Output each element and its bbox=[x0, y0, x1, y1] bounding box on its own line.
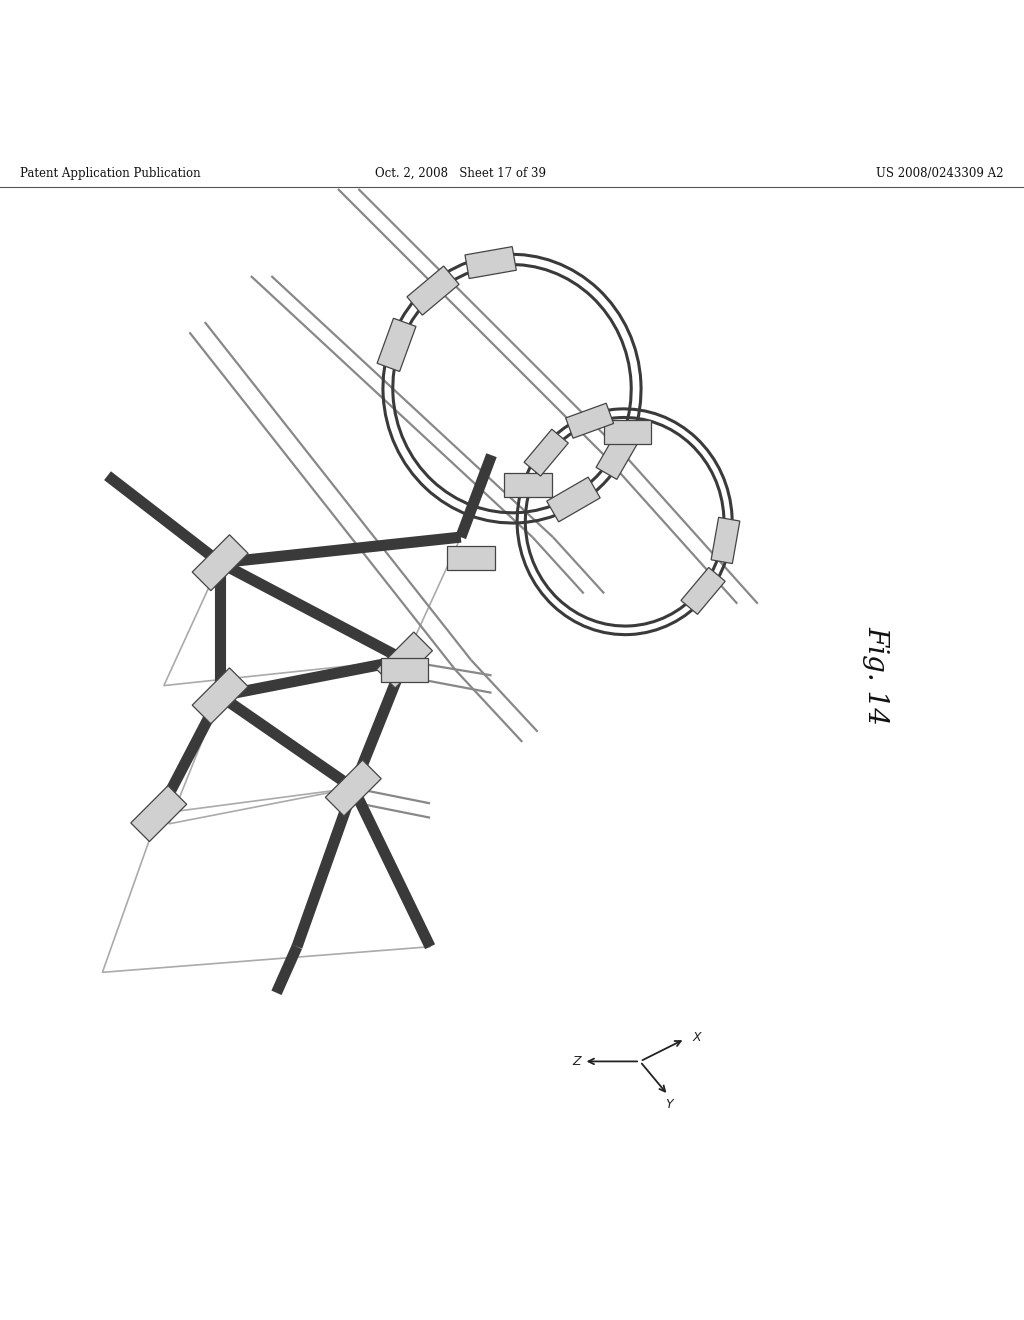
Polygon shape bbox=[193, 668, 248, 723]
Polygon shape bbox=[524, 429, 568, 477]
Text: US 2008/0243309 A2: US 2008/0243309 A2 bbox=[876, 168, 1004, 180]
Polygon shape bbox=[381, 659, 428, 682]
Polygon shape bbox=[681, 568, 725, 614]
Polygon shape bbox=[447, 545, 495, 570]
Text: Oct. 2, 2008   Sheet 17 of 39: Oct. 2, 2008 Sheet 17 of 39 bbox=[376, 168, 546, 180]
Text: Y: Y bbox=[666, 1098, 673, 1111]
Text: Z: Z bbox=[572, 1055, 581, 1068]
Polygon shape bbox=[131, 785, 186, 842]
Text: Patent Application Publication: Patent Application Publication bbox=[20, 168, 201, 180]
Polygon shape bbox=[596, 426, 641, 479]
Polygon shape bbox=[377, 632, 432, 688]
Polygon shape bbox=[465, 247, 516, 279]
Polygon shape bbox=[565, 403, 613, 438]
Polygon shape bbox=[505, 473, 552, 496]
Polygon shape bbox=[407, 267, 459, 315]
Text: Fig. 14: Fig. 14 bbox=[862, 626, 889, 725]
Polygon shape bbox=[711, 517, 740, 564]
Text: X: X bbox=[693, 1031, 701, 1044]
Polygon shape bbox=[193, 535, 248, 590]
Polygon shape bbox=[603, 421, 651, 445]
Polygon shape bbox=[326, 760, 381, 816]
Polygon shape bbox=[377, 318, 416, 371]
Polygon shape bbox=[547, 477, 600, 521]
